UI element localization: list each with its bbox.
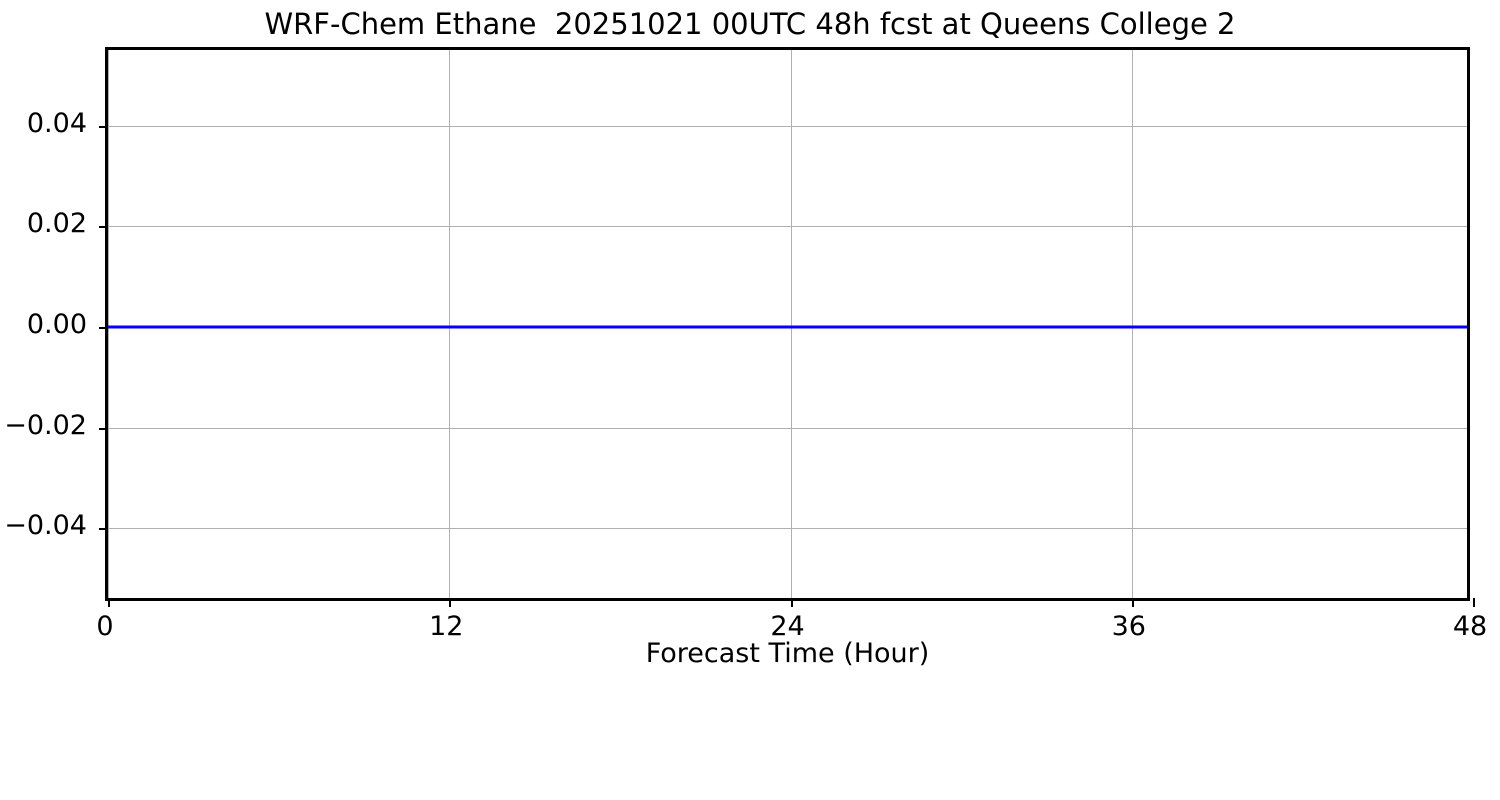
x-tick-mark	[791, 598, 793, 607]
chart-title: WRF-Chem Ethane 20251021 00UTC 48h fcst …	[264, 7, 1236, 41]
y-tick-label: 0.04	[26, 107, 87, 139]
y-tick-label: −0.02	[4, 409, 87, 441]
gridline-horizontal	[108, 428, 1467, 429]
gridline-horizontal	[108, 528, 1467, 529]
x-tick-mark	[1473, 598, 1475, 607]
y-tick-label: 0.02	[26, 208, 87, 240]
gridline-vertical	[791, 50, 792, 598]
y-tick-label: 0.00	[26, 309, 87, 340]
gridline-vertical	[1132, 50, 1133, 598]
y-tick-mark	[99, 126, 108, 128]
y-tick-mark	[99, 327, 108, 329]
plot-inner	[108, 50, 1467, 598]
x-tick-label: 24	[770, 611, 805, 642]
x-tick-label: 48	[1452, 611, 1488, 642]
x-axis-title: Forecast Time (Hour)	[645, 638, 930, 669]
x-tick-mark	[449, 598, 451, 607]
gridline-horizontal	[108, 126, 1467, 127]
series-svg	[108, 325, 1467, 329]
y-tick-mark	[99, 428, 108, 430]
x-tick-label: 36	[1111, 611, 1146, 642]
x-tick-label: 0	[96, 611, 114, 642]
gridline-vertical	[449, 50, 450, 598]
y-tick-label: −0.04	[4, 510, 87, 542]
x-tick-label: 12	[429, 611, 464, 642]
x-tick-mark	[1132, 598, 1134, 607]
x-tick-mark	[108, 598, 110, 607]
gridline-horizontal	[108, 226, 1467, 227]
gridline-vertical	[108, 50, 109, 598]
y-tick-mark	[99, 528, 108, 530]
plot-area	[99, 47, 1475, 607]
y-tick-mark	[99, 226, 108, 228]
